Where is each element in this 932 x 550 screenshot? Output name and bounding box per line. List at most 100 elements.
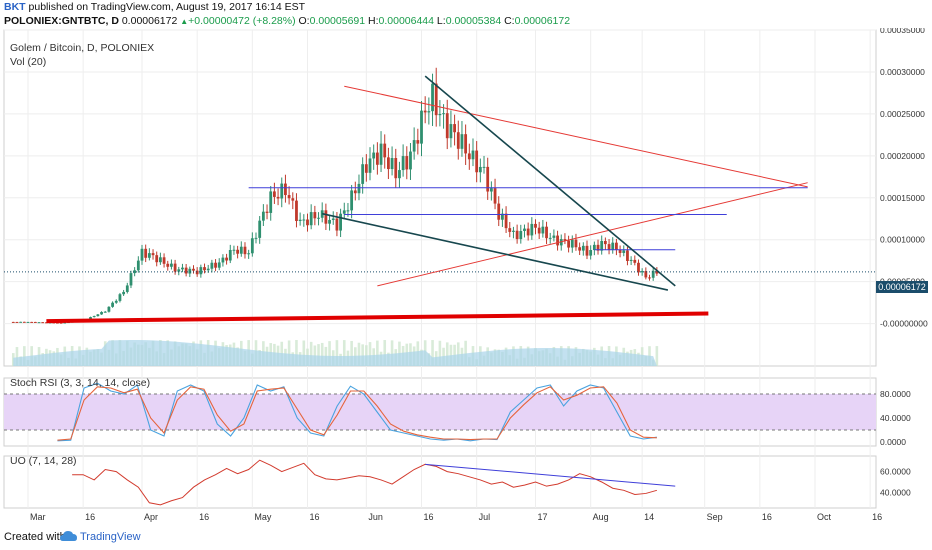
last-price: 0.00006172 bbox=[121, 15, 178, 27]
open-value: 0.00005691 bbox=[309, 15, 366, 27]
volume-ma-area bbox=[13, 340, 657, 366]
candle-body bbox=[445, 113, 449, 139]
stoch-rsi-legend: Stoch RSI (3, 3, 14, 14, close) bbox=[10, 377, 151, 389]
candle-body bbox=[269, 191, 273, 213]
candle-body bbox=[11, 321, 15, 323]
y-tick-label: 0.00025000 bbox=[880, 109, 925, 119]
x-tick-label: Jun bbox=[368, 512, 383, 522]
candle-body bbox=[195, 270, 199, 275]
candle-body bbox=[353, 190, 357, 194]
candle-body bbox=[475, 150, 479, 173]
candle-body bbox=[375, 152, 379, 165]
candle-body bbox=[478, 166, 482, 173]
candle-body bbox=[651, 270, 655, 278]
candle-body bbox=[497, 203, 501, 220]
candle-body bbox=[250, 238, 254, 254]
open-label: O: bbox=[298, 15, 310, 27]
candle-body bbox=[114, 300, 118, 303]
up-arrow-icon: ▲ bbox=[180, 17, 189, 26]
publish-info: published on TradingView.com, August 19,… bbox=[28, 1, 306, 13]
thick-red-trendline bbox=[46, 311, 709, 324]
candle-body bbox=[272, 191, 276, 197]
candle-body bbox=[328, 219, 331, 224]
candle-body bbox=[537, 227, 541, 234]
candle-body bbox=[41, 322, 45, 324]
candle-body bbox=[335, 218, 339, 231]
candle-body bbox=[504, 213, 508, 229]
candle-body bbox=[317, 217, 320, 219]
candle-body bbox=[615, 242, 618, 251]
candle-body bbox=[563, 239, 567, 241]
candle-body bbox=[434, 83, 438, 116]
candle-body bbox=[284, 183, 287, 196]
y-tick-label: 0.00020000 bbox=[880, 151, 925, 161]
candle-body bbox=[89, 317, 92, 320]
candle-body bbox=[302, 219, 306, 221]
candle-body bbox=[350, 190, 354, 211]
volume-bar bbox=[302, 340, 306, 366]
candle-body bbox=[37, 322, 41, 324]
candle-body bbox=[298, 219, 302, 221]
candle-body bbox=[570, 239, 574, 248]
y-tick-label: 0.00015000 bbox=[880, 193, 925, 203]
candle-body bbox=[578, 247, 582, 251]
x-tick-label: 16 bbox=[309, 512, 319, 522]
uo-legend: UO (7, 14, 28) bbox=[10, 455, 77, 467]
candle-body bbox=[526, 228, 530, 236]
symbol-label: POLONIEX:GNTBTC, D bbox=[4, 15, 119, 27]
volume-bar bbox=[376, 340, 379, 366]
author-name[interactable]: BKT bbox=[4, 1, 26, 13]
x-tick-label: Mar bbox=[30, 512, 46, 522]
candle-body bbox=[387, 157, 390, 170]
volume-legend: Vol (20) bbox=[10, 56, 47, 68]
candle-body bbox=[530, 223, 534, 236]
tradingview-brand[interactable]: TradingView bbox=[80, 531, 141, 543]
candle-body bbox=[648, 277, 651, 279]
volume-bar bbox=[438, 340, 442, 366]
high-label: H: bbox=[368, 15, 379, 27]
candle-body bbox=[401, 156, 405, 171]
volume-bar bbox=[368, 342, 372, 366]
candle-body bbox=[464, 134, 468, 154]
x-tick-label: 16 bbox=[424, 512, 434, 522]
candle-body bbox=[574, 239, 578, 248]
volume-bar bbox=[361, 344, 364, 366]
volume-bar bbox=[357, 342, 361, 366]
chart-canvas[interactable]: Mar 16 Apr 16 May 16 Jun 16 Jul 17 Aug 14 Sep 16 Oct 16… bbox=[0, 28, 932, 524]
candle-body bbox=[585, 245, 589, 256]
candle-body bbox=[519, 230, 523, 240]
x-tick-label: May bbox=[254, 512, 272, 522]
stoch-d-line bbox=[57, 386, 657, 441]
volume-bar bbox=[15, 347, 19, 366]
candle-body bbox=[100, 312, 103, 315]
candle-body bbox=[456, 132, 460, 149]
candle-body bbox=[158, 257, 162, 263]
candle-body bbox=[398, 170, 401, 179]
candle-body bbox=[644, 271, 648, 278]
candle-body bbox=[184, 267, 188, 274]
candle-body bbox=[567, 240, 571, 248]
x-tick-label: Oct bbox=[817, 512, 832, 522]
candle-body bbox=[420, 110, 423, 144]
candle-body bbox=[383, 143, 387, 158]
candle-body bbox=[22, 321, 26, 323]
candle-body bbox=[324, 210, 328, 224]
candle-body bbox=[508, 228, 512, 232]
candle-body bbox=[372, 152, 376, 159]
stoch-tick-label: 80.0000 bbox=[880, 389, 911, 399]
candle-body bbox=[592, 244, 596, 251]
candle-body bbox=[306, 219, 309, 226]
ohlc-line: POLONIEX:GNTBTC, D 0.00006172 ▲+0.000004… bbox=[4, 15, 570, 27]
tradingview-cloud-icon bbox=[60, 531, 77, 541]
candle-body bbox=[626, 250, 629, 261]
candle-body bbox=[261, 211, 265, 221]
candle-body bbox=[228, 250, 232, 261]
candle-body bbox=[30, 321, 34, 323]
uo-blue-trendline bbox=[425, 463, 676, 487]
candle-body bbox=[342, 210, 346, 214]
y-tick-label: -0.00000000 bbox=[880, 319, 928, 329]
candle-body bbox=[633, 259, 637, 263]
y-tick-label: 0.00010000 bbox=[880, 235, 925, 245]
candle-body bbox=[379, 143, 383, 165]
volume-bar bbox=[287, 340, 291, 366]
